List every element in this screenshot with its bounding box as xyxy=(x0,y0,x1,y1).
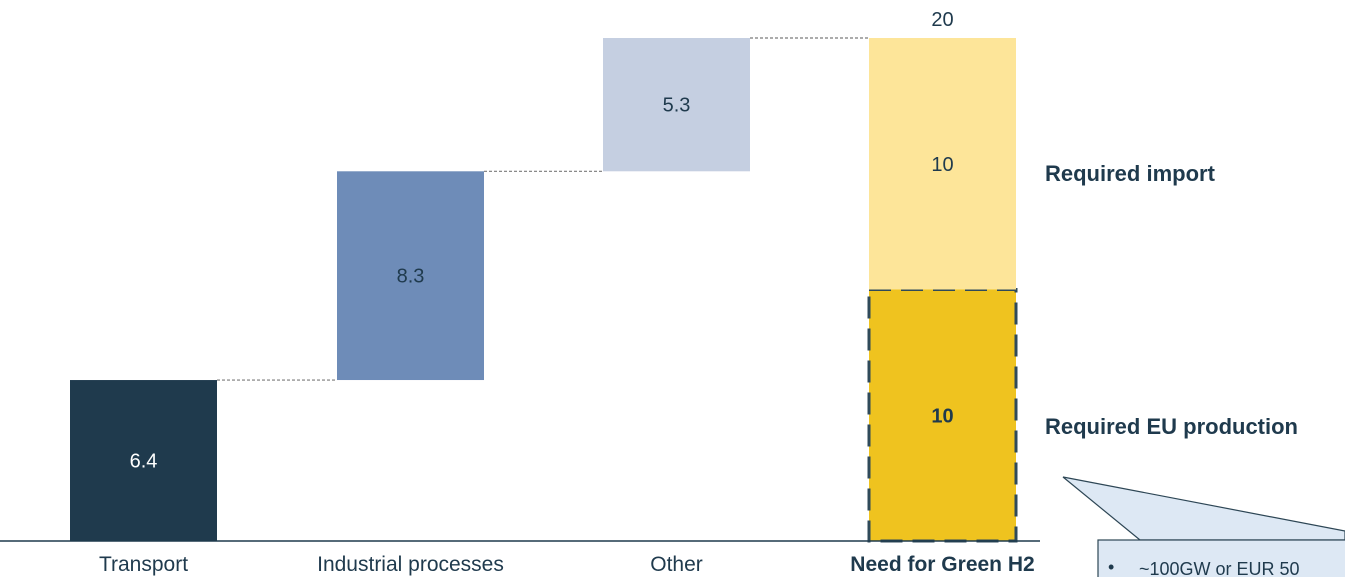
total-segment-2 xyxy=(869,38,1016,290)
segment-name-label-1: Required EU production xyxy=(1045,414,1298,439)
bar-2 xyxy=(337,171,484,381)
segment-legend-labels: Required EU production Required import xyxy=(1045,161,1298,439)
bar-value-label-2: 8.3 xyxy=(397,266,425,288)
bar-1 xyxy=(70,380,217,541)
total-segment-value-label-2: 10 xyxy=(931,154,953,176)
x-tick-label-3: Other xyxy=(650,553,703,576)
bar-value-label-1: 6.4 xyxy=(130,451,158,473)
x-tick-label-2: Industrial processes xyxy=(317,553,504,576)
x-tick-labels: Transport Industrial processes Other Need f… xyxy=(99,553,1035,576)
callout-bullet: • xyxy=(1108,557,1114,577)
segment-name-label-2: Required import xyxy=(1045,161,1216,186)
x-tick-label-1: Transport xyxy=(99,553,188,576)
bar-value-label-3: 5.3 xyxy=(663,95,691,117)
callout-box: • ~100GW or EUR 50 xyxy=(1062,476,1345,577)
total-segment-value-label-1: 10 xyxy=(931,405,953,427)
bars-group: 6.4 8.3 5.3 10 10 20 xyxy=(70,9,1018,543)
x-tick-label-4: Need for Green H2 xyxy=(850,553,1034,576)
callout-rect xyxy=(1097,539,1345,577)
bar-3 xyxy=(603,38,750,172)
connector-lines xyxy=(217,37,869,381)
callout-tail xyxy=(1062,476,1345,541)
callout-text: ~100GW or EUR 50 xyxy=(1139,559,1300,577)
total-value-label: 20 xyxy=(931,9,953,31)
